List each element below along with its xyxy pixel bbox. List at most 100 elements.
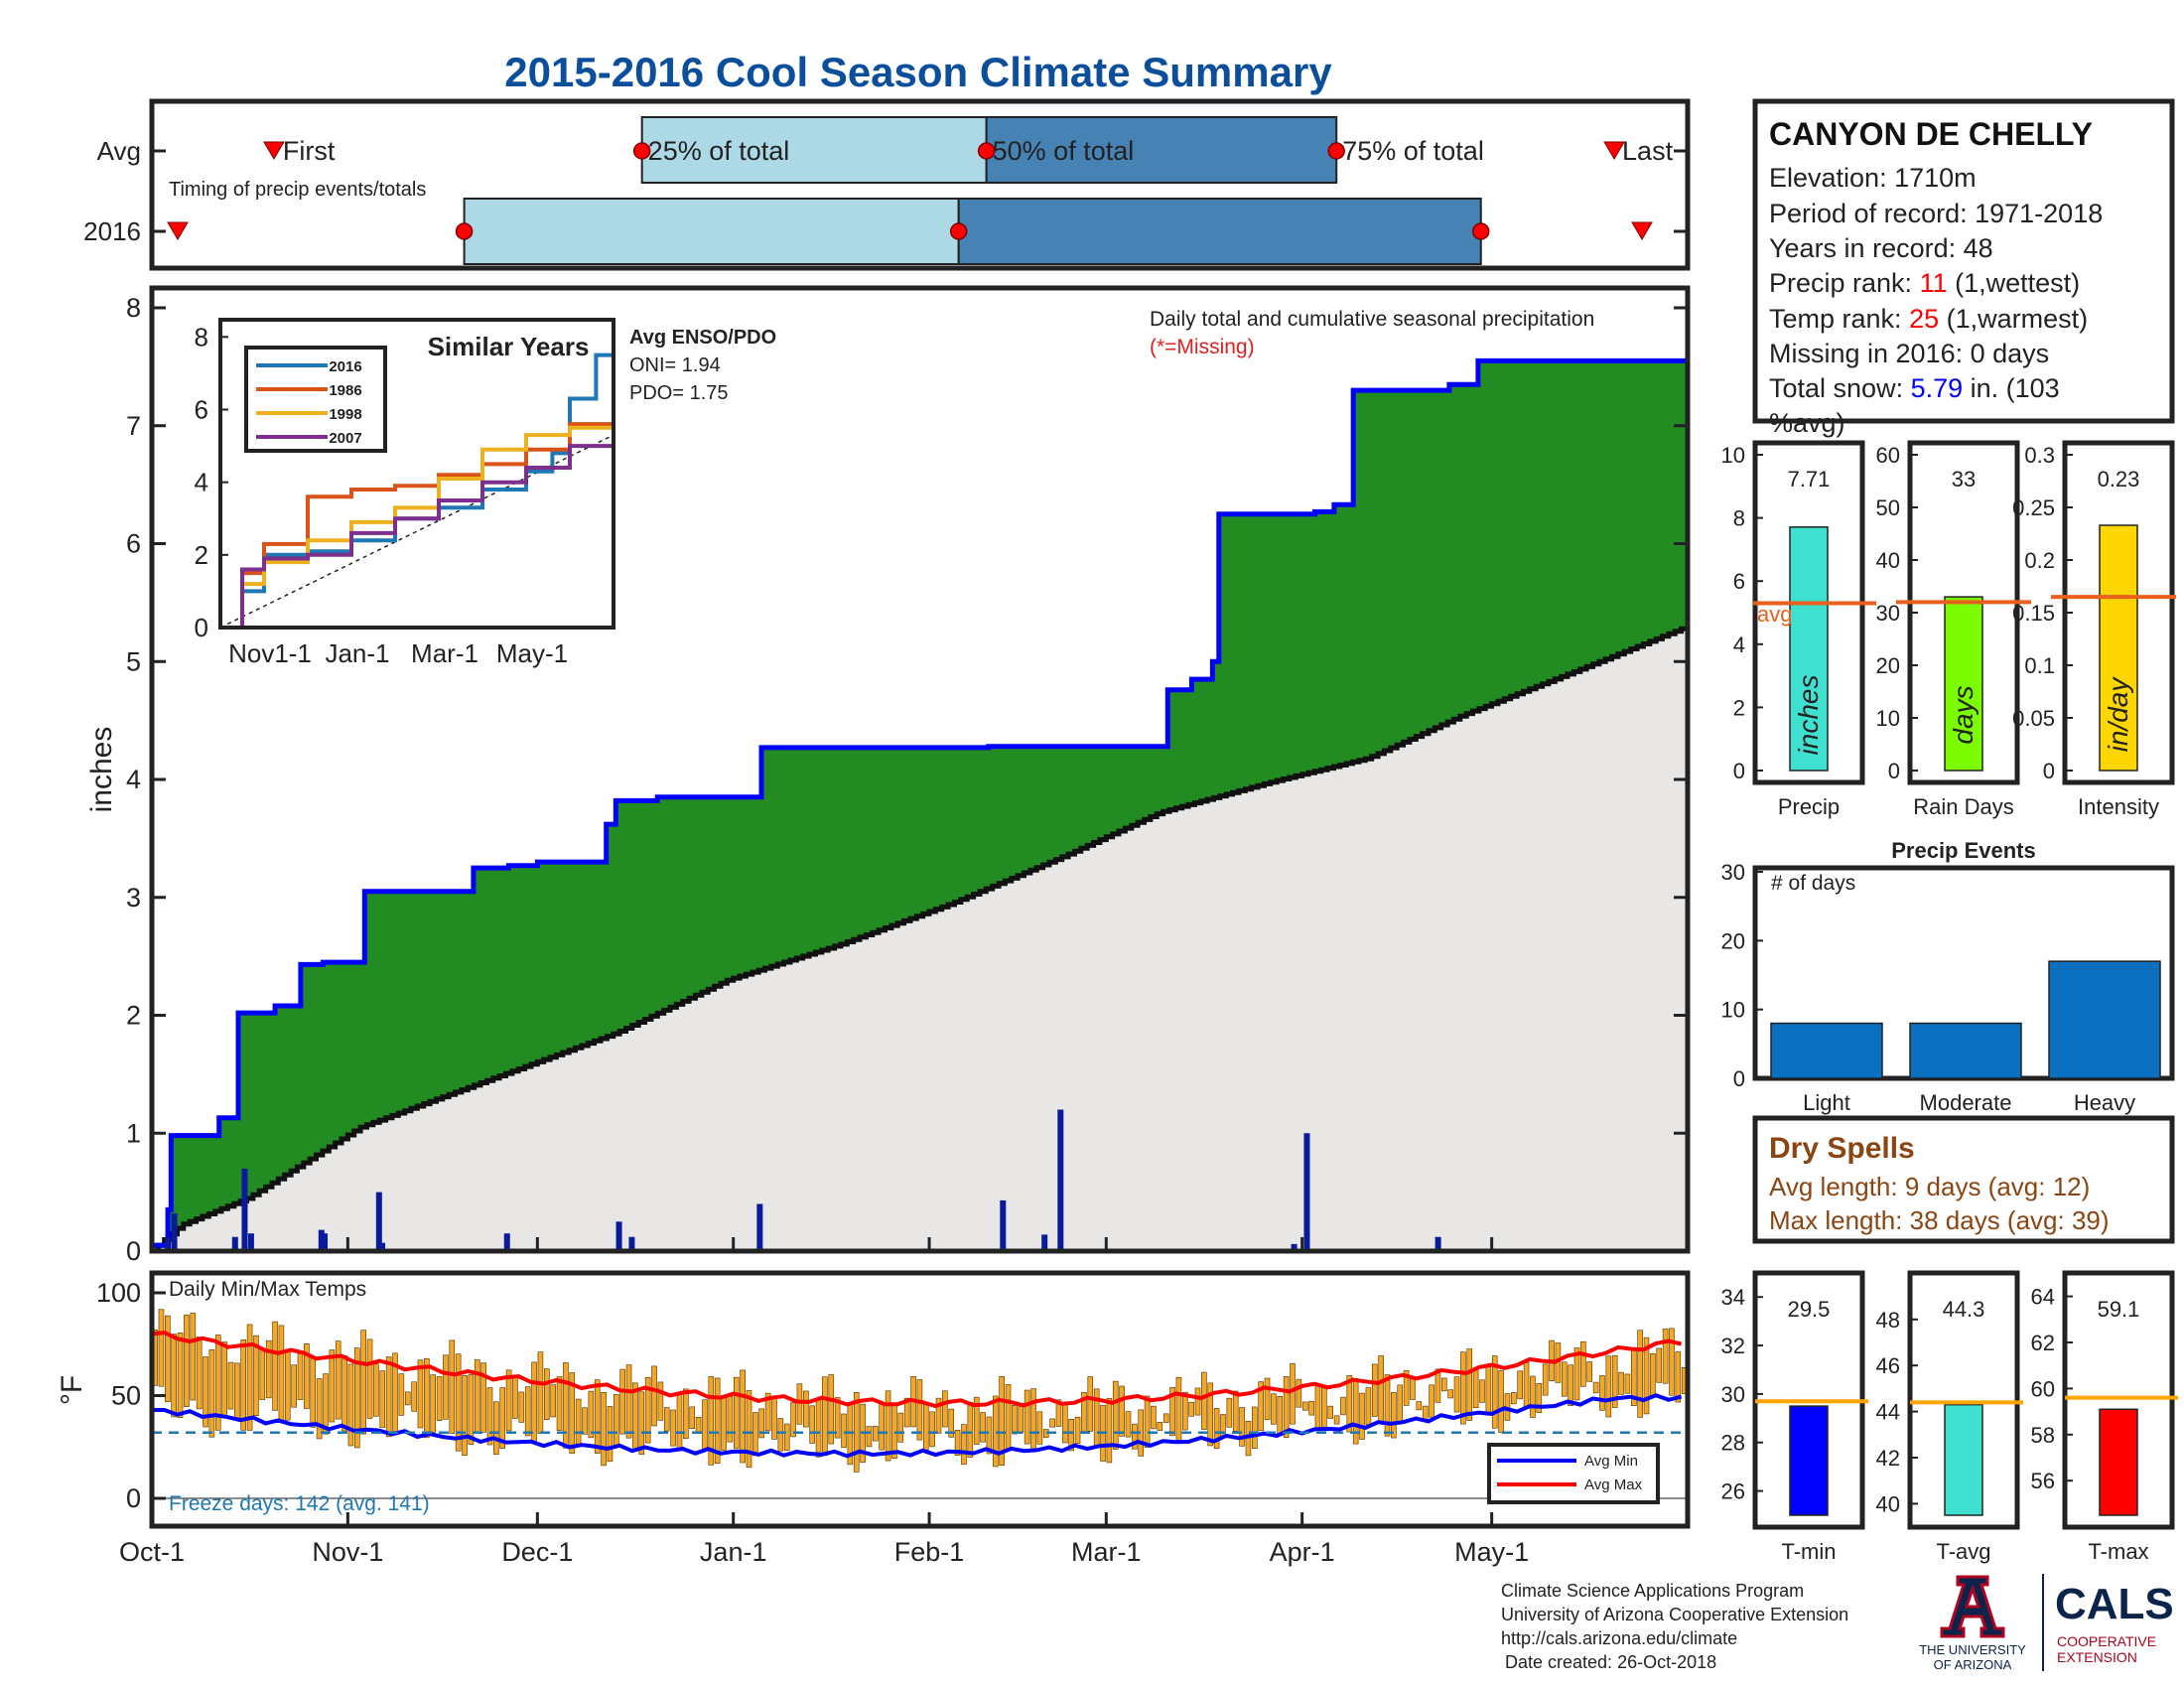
temp-y-axis-label: °F	[56, 1375, 88, 1405]
enso-title: Avg ENSO/PDO	[629, 327, 776, 349]
daily-temp-bar	[1403, 1369, 1410, 1406]
tmax-bar-panel-tick-label: 64	[2031, 1285, 2055, 1310]
page-title: 2015-2016 Cool Season Climate Summary	[504, 49, 1332, 95]
daily-temp-bar	[1132, 1423, 1138, 1450]
footer-line2: University of Arizona Cooperative Extens…	[1501, 1605, 1848, 1624]
tmin-bar-panel-value: 29.5	[1788, 1297, 1831, 1322]
rain-days-bar-panel-tick-label: 30	[1876, 601, 1900, 626]
daily-temp-bar	[764, 1392, 771, 1432]
precip-bar-panel-value: 7.71	[1788, 467, 1831, 492]
inset-legend-label: 2007	[329, 430, 361, 447]
daily-temp-bar	[942, 1390, 948, 1428]
daily-temp-bar	[329, 1349, 336, 1423]
inset-x-tick-label: Jan-1	[325, 638, 389, 668]
daily-temp-bar	[967, 1402, 974, 1458]
daily-temp-bar	[841, 1413, 847, 1449]
daily-temp-bar	[1201, 1371, 1207, 1430]
daily-temp-bar	[1599, 1375, 1605, 1411]
tmin-bar-panel-tick-label: 30	[1721, 1382, 1745, 1407]
y-tick-label: 8	[126, 293, 141, 323]
tmax-bar-panel-label: T-max	[2088, 1539, 2148, 1564]
tmax-bar-panel-tick-label: 62	[2031, 1331, 2055, 1355]
inset-x-tick-label: Nov1-1	[228, 638, 312, 668]
daily-temp-bar	[657, 1381, 664, 1421]
daily-temp-bar	[1592, 1381, 1599, 1394]
daily-temp-bar	[537, 1351, 544, 1435]
station-info: CANYON DE CHELLY Elevation: 1710m Period o…	[1752, 98, 2175, 438]
events-tick-label: 0	[1733, 1066, 1745, 1091]
temp-legend-label: Avg Min	[1584, 1453, 1638, 1470]
daily-temp-bar	[1429, 1384, 1434, 1418]
daily-temp-bar	[708, 1376, 715, 1466]
daily-temp-bar	[638, 1391, 645, 1455]
x-tick-label: Apr-1	[1270, 1537, 1335, 1567]
footer-line3: http://cals.arizona.edu/climate	[1501, 1628, 1737, 1648]
daily-temp-bar	[1650, 1352, 1656, 1398]
dry-spells-max: Max length: 38 days (avg: 39)	[1769, 1205, 2110, 1235]
daily-temp-bar	[903, 1397, 910, 1428]
intensity-bar-panel-bar	[2099, 524, 2138, 772]
daily-precip-bar	[375, 1192, 382, 1251]
daily-temp-bar	[354, 1347, 360, 1449]
daily-temp-bar	[480, 1362, 486, 1433]
y-axis-label: inches	[85, 727, 118, 813]
precip-bar-panel-tick-label: 4	[1733, 633, 1745, 657]
events-category-label: Moderate	[1920, 1090, 2012, 1115]
x-tick-label: Feb-1	[894, 1537, 965, 1567]
daily-temp-bar	[1378, 1355, 1384, 1424]
daily-temp-bar	[1573, 1347, 1580, 1401]
temp-frame	[149, 1270, 1691, 1529]
daily-temp-bar	[1669, 1328, 1675, 1396]
daily-temp-bar	[866, 1426, 873, 1448]
daily-temp-bar	[1371, 1363, 1378, 1417]
daily-temp-bar	[1055, 1399, 1062, 1427]
daily-temp-bar	[783, 1423, 790, 1452]
timing-panel: Avg 2016 Timing of precip events/totals Fir…	[83, 98, 1691, 271]
daily-temp-bar	[1290, 1363, 1296, 1425]
daily-temp-bar	[1491, 1355, 1498, 1429]
x-tick-label: Oct-1	[119, 1537, 185, 1567]
daily-temp-bar	[676, 1392, 683, 1450]
tavg-bar-panel-bar	[1944, 1403, 1983, 1516]
timing-label-p25: 25% of total	[648, 136, 790, 166]
timing-caption: Timing of precip events/totals	[169, 179, 426, 201]
daily-temp-bar	[284, 1350, 291, 1421]
precip-avg-label: avg	[1757, 602, 1792, 627]
daily-temp-bar	[922, 1402, 929, 1452]
x-tick-label: May-1	[1454, 1537, 1529, 1567]
daily-temp-bar	[1517, 1370, 1523, 1400]
daily-precip-bar	[503, 1233, 510, 1251]
daily-temp-bar	[1030, 1388, 1036, 1453]
daily-temp-bar	[1365, 1387, 1372, 1425]
timing-row-label: 2016	[83, 216, 141, 246]
daily-temp-bar	[366, 1338, 373, 1419]
cals-line2: EXTENSION	[2057, 1649, 2137, 1665]
daily-precip-bar	[171, 1213, 178, 1251]
inset-avg-line	[219, 434, 614, 629]
inset-y-tick-label: 4	[195, 468, 208, 497]
intensity-bar-panel-unit: in/day	[2103, 676, 2133, 753]
daily-precip-bar	[1303, 1133, 1310, 1251]
daily-temp-bar	[1258, 1381, 1264, 1432]
daily-temp-bar	[1264, 1377, 1271, 1421]
station-snow-note: %avg)	[1769, 408, 1845, 438]
daily-temp-bar	[1213, 1408, 1220, 1449]
intensity-bar-panel-tick-label: 0.2	[2024, 548, 2055, 573]
intensity-bar-panel: 0.23 0 0.05 0.1 0.15 0.2 0.25 0.3 in/day Intensit…	[2012, 440, 2176, 819]
daily-temp-bar	[1453, 1376, 1460, 1413]
daily-temp-bar	[486, 1387, 493, 1446]
daily-temp-bar	[796, 1383, 803, 1425]
precip-bar-panel-bar	[1789, 526, 1829, 772]
daily-temp-bar	[1460, 1351, 1466, 1425]
daily-temp-bar	[556, 1376, 563, 1431]
timing-2016-p50-marker	[949, 222, 968, 240]
daily-temp-bar	[341, 1355, 347, 1432]
daily-temp-bar	[993, 1395, 999, 1468]
precip-bar-panel-tick-label: 0	[1733, 759, 1745, 783]
daily-temp-bar	[1283, 1375, 1290, 1438]
daily-temp-bar	[171, 1334, 177, 1418]
precip-bar-panel-unit: inches	[1793, 675, 1824, 756]
temp-y-tick-label: 100	[96, 1278, 141, 1308]
daily-temp-bar	[1434, 1368, 1441, 1403]
inset-frame	[218, 318, 615, 630]
